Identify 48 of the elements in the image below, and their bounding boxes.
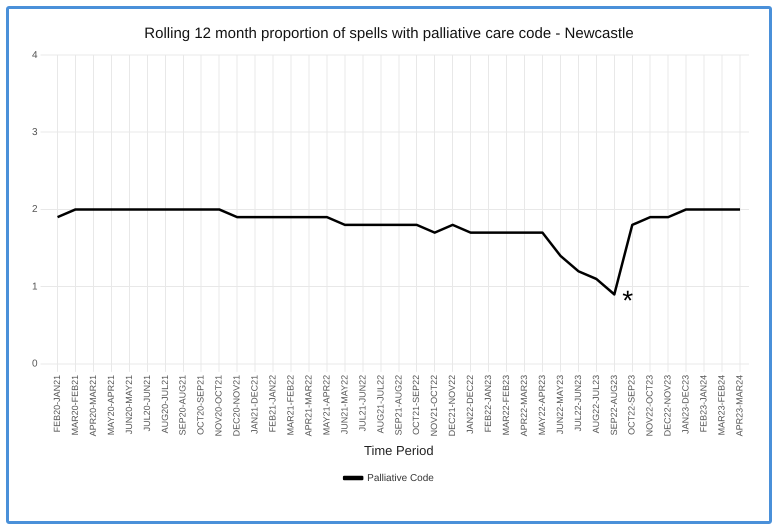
x-tick-label: SEP20-AUG21	[178, 374, 188, 436]
y-tick-label: 1	[32, 281, 38, 292]
x-tick-label: JUN22-MAY23	[554, 374, 565, 434]
legend-label: Palliative Code	[367, 472, 434, 484]
x-tick-label: DEC20-NOV21	[232, 374, 242, 436]
x-tick-label: JUL21-JUN22	[357, 374, 368, 432]
x-tick-label: FEB20-JAN21	[52, 374, 62, 432]
x-tick-label: DEC22-NOV23	[662, 374, 673, 436]
x-tick-label: JAN22-DEC22	[465, 374, 476, 434]
x-tick-label: FEB21-JAN22	[268, 374, 278, 432]
x-tick-label: JAN23-DEC23	[680, 374, 691, 434]
x-tick-label: OCT20-SEP21	[196, 374, 206, 435]
x-tick-label: MAR23-FEB24	[716, 374, 727, 436]
x-tick-label: FEB22-JAN23	[483, 374, 494, 432]
x-tick-label: AUG22-JUL23	[590, 374, 601, 434]
y-tick-label: 2	[32, 204, 38, 216]
x-tick-label: NOV20-OCT21	[214, 374, 224, 436]
x-tick-label: OCT21-SEP22	[411, 374, 422, 435]
x-axis-title: Time Period	[364, 442, 434, 458]
x-tick-label: APR23-MAR24	[734, 374, 745, 436]
x-tick-label: AUG21-JUL22	[375, 374, 386, 434]
x-tick-label: OCT22-SEP23	[626, 374, 637, 435]
x-tick-label: APR22-MAR23	[518, 374, 529, 436]
x-tick-label: MAY20-APR21	[106, 374, 116, 436]
x-tick-label: FEB23-JAN24	[698, 374, 709, 432]
chart-title: Rolling 12 month proportion of spells with palliative care code - Newcastle	[144, 25, 634, 42]
x-tick-label: APR21-MAR22	[303, 374, 314, 436]
x-tick-label: MAY21-APR22	[321, 374, 332, 436]
x-tick-label: SEP21-AUG22	[393, 374, 404, 436]
x-tick-label: MAY22-APR23	[536, 374, 547, 436]
x-tick-label: MAR20-FEB21	[70, 374, 80, 436]
x-tick-label: NOV21-OCT22	[429, 374, 440, 436]
y-tick-label: 0	[32, 358, 38, 370]
y-tick-label: 3	[32, 126, 38, 138]
x-tick-label: MAR21-FEB22	[286, 374, 296, 436]
x-tick-label: SEP22-AUG23	[608, 374, 619, 436]
x-tick-label: MAR22-FEB23	[501, 374, 512, 436]
x-tick-label: JAN21-DEC21	[250, 374, 260, 434]
x-tick-label: JUN21-MAY22	[339, 374, 350, 434]
x-tick-label: DEC21-NOV22	[447, 374, 458, 436]
annotation: *	[622, 285, 634, 316]
x-tick-label: JUN20-MAY21	[124, 374, 134, 434]
x-tick-label: NOV22-OCT23	[644, 374, 655, 436]
y-tick-label: 4	[32, 50, 38, 61]
x-tick-label: APR20-MAR21	[88, 374, 98, 436]
x-tick-label: AUG20-JUL21	[160, 374, 170, 434]
x-tick-label: JUL20-JUN21	[142, 374, 152, 432]
x-tick-label: JUL22-JUN23	[572, 374, 583, 432]
